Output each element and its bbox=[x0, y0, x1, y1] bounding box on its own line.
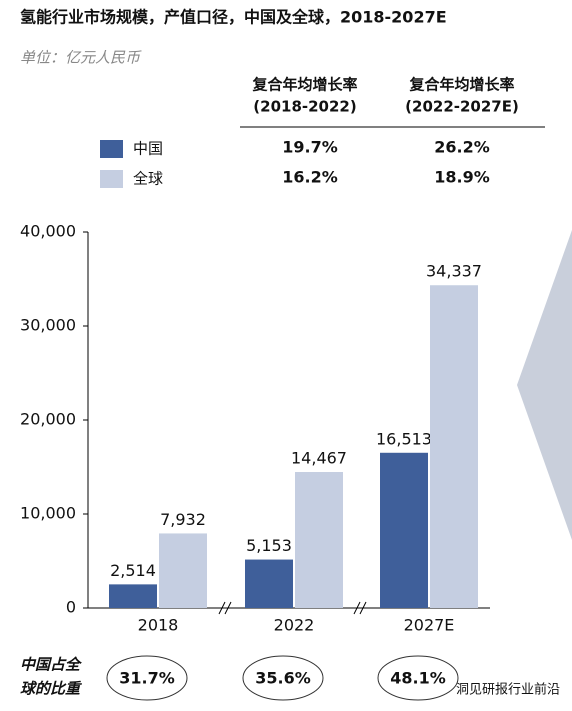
value-label: 2,514 bbox=[110, 561, 156, 580]
bar bbox=[245, 559, 293, 608]
y-tick-label: 0 bbox=[66, 598, 76, 617]
cagr-value: 26.2% bbox=[434, 138, 490, 157]
y-tick-label: 10,000 bbox=[20, 504, 76, 523]
x-tick-label: 2027E bbox=[404, 616, 455, 635]
cagr-header: (2022-2027E) bbox=[405, 98, 519, 116]
decoration bbox=[517, 230, 572, 540]
value-label: 5,153 bbox=[246, 536, 292, 555]
cagr-header: 复合年均增长率 bbox=[251, 76, 357, 94]
share-label: 球的比重 bbox=[20, 680, 83, 698]
axis-break bbox=[218, 601, 367, 615]
cagr-value: 19.7% bbox=[282, 138, 338, 157]
bar bbox=[109, 584, 157, 608]
share-ellipse bbox=[377, 655, 459, 701]
footer: 洞见研报行业前沿 bbox=[456, 682, 560, 698]
bar bbox=[430, 285, 478, 608]
share-value: 48.1% bbox=[390, 669, 446, 688]
legend-swatch bbox=[100, 140, 123, 158]
chart-title: 氢能行业市场规模，产值口径，中国及全球，2018-2027E bbox=[20, 8, 447, 27]
legend-swatch bbox=[100, 170, 123, 188]
bar bbox=[159, 533, 207, 608]
share-value: 35.6% bbox=[255, 669, 311, 688]
y-tick-label: 20,000 bbox=[20, 410, 76, 429]
cagr-header: (2018-2022) bbox=[253, 98, 356, 116]
x-tick-label: 2018 bbox=[138, 616, 179, 635]
share-value: 31.7% bbox=[119, 669, 175, 688]
legend-label: 全球 bbox=[133, 170, 163, 188]
cagr-header: 复合年均增长率 bbox=[408, 76, 514, 94]
share-ellipse bbox=[242, 655, 324, 701]
share-label: 中国占全 bbox=[20, 656, 82, 674]
bar bbox=[380, 452, 428, 608]
x-tick-label: 2022 bbox=[274, 616, 315, 635]
y-tick-label: 30,000 bbox=[20, 316, 76, 335]
unit: 单位：亿元人民币 bbox=[20, 49, 142, 67]
y-tick-label: 40,000 bbox=[20, 222, 76, 241]
value-label: 7,932 bbox=[160, 510, 206, 529]
bar bbox=[295, 472, 343, 608]
value-label: 34,337 bbox=[426, 262, 482, 281]
cagr-value: 18.9% bbox=[434, 168, 490, 187]
legend-label: 中国 bbox=[133, 140, 163, 158]
share-ellipse bbox=[106, 655, 188, 701]
value-label: 16,513 bbox=[376, 429, 432, 448]
value-label: 14,467 bbox=[291, 449, 347, 468]
cagr-value: 16.2% bbox=[282, 168, 338, 187]
